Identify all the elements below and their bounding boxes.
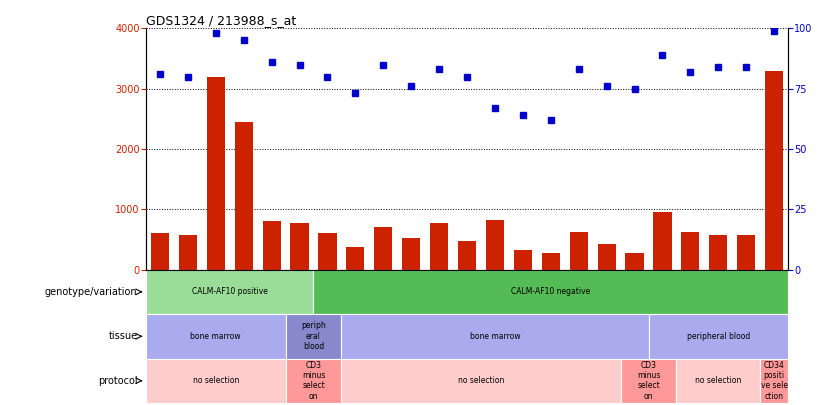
Bar <box>737 235 756 270</box>
Text: no selection: no selection <box>458 376 505 385</box>
Bar <box>178 235 197 270</box>
Bar <box>314 270 788 314</box>
Text: tissue: tissue <box>108 331 138 341</box>
Text: protocol: protocol <box>98 376 138 386</box>
Bar <box>598 244 615 270</box>
Bar <box>346 247 364 270</box>
Text: CALM-AF10 negative: CALM-AF10 negative <box>511 288 590 296</box>
Bar <box>207 77 225 270</box>
Bar <box>285 314 341 358</box>
Bar <box>620 358 676 403</box>
Bar <box>151 233 169 270</box>
Bar <box>146 358 285 403</box>
Bar <box>146 270 314 314</box>
Text: no selection: no selection <box>193 376 239 385</box>
Bar <box>653 212 671 270</box>
Text: bone marrow: bone marrow <box>470 332 520 341</box>
Text: bone marrow: bone marrow <box>190 332 241 341</box>
Bar <box>626 253 644 270</box>
Bar <box>486 220 504 270</box>
Bar <box>341 314 649 358</box>
Text: genotype/variation: genotype/variation <box>45 287 138 297</box>
Text: CD34
positi
ve sele
ction: CD34 positi ve sele ction <box>761 360 787 401</box>
Text: peripheral blood: peripheral blood <box>686 332 750 341</box>
Text: no selection: no selection <box>696 376 741 385</box>
Bar <box>430 223 448 270</box>
Bar <box>285 358 341 403</box>
Bar <box>676 358 761 403</box>
Bar <box>765 70 783 270</box>
Bar <box>234 122 253 270</box>
Bar <box>709 235 727 270</box>
Bar <box>374 228 392 270</box>
Text: periph
eral
blood: periph eral blood <box>301 322 326 351</box>
Bar <box>570 232 588 270</box>
Text: GDS1324 / 213988_s_at: GDS1324 / 213988_s_at <box>146 14 296 27</box>
Bar <box>402 238 420 270</box>
Bar <box>542 253 560 270</box>
Bar <box>263 222 281 270</box>
Bar <box>458 241 476 270</box>
Bar <box>146 314 285 358</box>
Bar <box>761 358 788 403</box>
Text: CD3
minus
select
on: CD3 minus select on <box>302 360 325 401</box>
Bar <box>649 314 788 358</box>
Bar <box>290 223 309 270</box>
Bar <box>341 358 620 403</box>
Text: CALM-AF10 positive: CALM-AF10 positive <box>192 288 268 296</box>
Bar <box>319 233 336 270</box>
Bar <box>681 232 700 270</box>
Bar <box>514 250 532 270</box>
Text: CD3
minus
select
on: CD3 minus select on <box>637 360 661 401</box>
